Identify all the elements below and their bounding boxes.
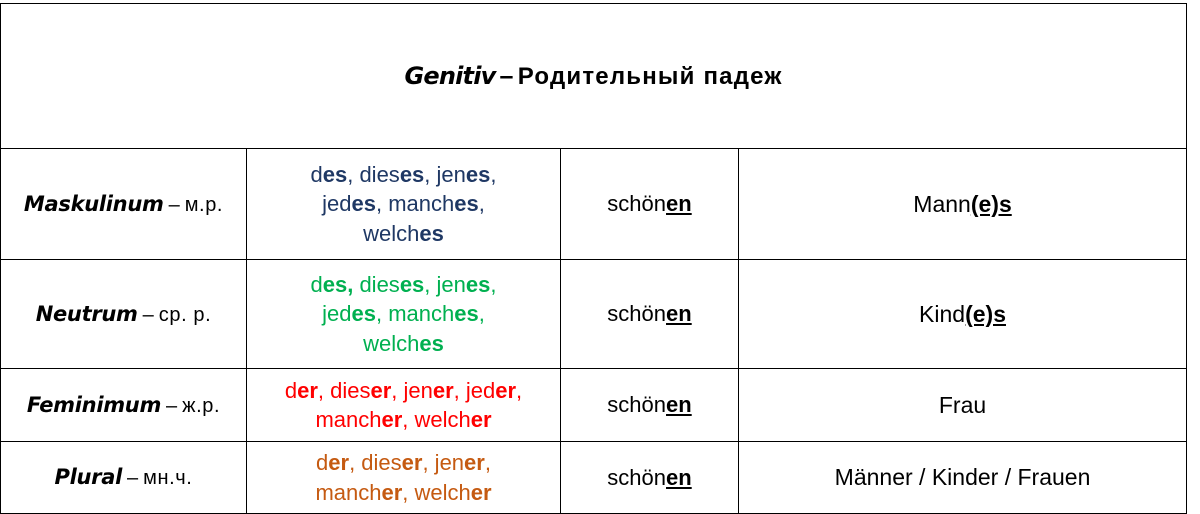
noun-stem: Mann (913, 190, 971, 217)
adjective-stem: schön (607, 464, 667, 490)
table-row: Feminimum – ж.р. der, dieser, jener, jeder… (0, 368, 1188, 442)
adjective-cell-femininum: schönen (560, 368, 739, 442)
adjective-ending: en (666, 464, 692, 490)
table-row: Maskulinum – м.р. des, dieses, jenes, jede… (0, 148, 1188, 260)
gender-dash: – (127, 467, 139, 489)
noun-cell-maskulinum: Mann(e)s (737, 148, 1188, 260)
page-title: Genitiv – Родительный падеж (1, 62, 1186, 91)
table-row: Plural – мн.ч. der, dieser, jener, mancher… (0, 441, 1188, 514)
gender-dash: – (168, 193, 180, 216)
articles-cell-femininum: der, dieser, jener, jeder, mancher, welc… (246, 368, 561, 442)
gender-name-de: Feminimum (26, 392, 162, 417)
adjective-cell-neutrum: schönen (560, 259, 739, 369)
gender-dash: – (166, 394, 178, 417)
adjective-cell-plural: schönen (560, 441, 739, 514)
articles-line: welches (363, 330, 444, 356)
articles-line: welches (363, 220, 444, 246)
adjective-ending: en (666, 191, 692, 216)
title-dash: – (499, 61, 514, 90)
gender-name-ru: мн.ч. (143, 467, 193, 489)
articles-line: der, dieser, jener, jeder, (284, 377, 523, 403)
gender-label-cell-femininum: Feminimum – ж.р. (0, 368, 247, 442)
title-russian: Родительный падеж (517, 62, 783, 90)
table-title-cell: Genitiv – Родительный падеж (0, 3, 1188, 149)
adjective-ending: en (666, 301, 692, 326)
adjective-stem: schön (607, 301, 667, 326)
gender-name-de: Maskulinum (23, 191, 164, 216)
noun-cell-femininum: Frau (737, 368, 1188, 442)
gender-name-ru: ср. р. (158, 303, 212, 326)
articles-cell-plural: der, dieser, jener, mancher, welcher (246, 441, 561, 514)
articles-line: mancher, welcher (315, 407, 492, 432)
articles-line: mancher, welcher (315, 479, 492, 505)
articles-line: jedes, manches, (322, 191, 485, 217)
gender-label-cell-maskulinum: Maskulinum – м.р. (0, 148, 247, 260)
noun-stem: Männer / Kinder / Frauen (834, 464, 1091, 490)
articles-line: jedes, manches, (322, 301, 485, 327)
table-row: Neutrum – ср. р. des, dieses, jenes, jedes… (0, 259, 1188, 369)
gender-name-ru: ж.р. (182, 394, 221, 417)
noun-stem: Kind (919, 300, 966, 327)
gender-name-ru: м.р. (184, 193, 224, 216)
noun-cell-neutrum: Kind(e)s (737, 259, 1188, 369)
gender-name-de: Neutrum (35, 301, 138, 326)
gender-dash: – (142, 303, 154, 326)
articles-cell-neutrum: des, dieses, jenes, jedes, manches, welc… (246, 259, 561, 369)
noun-ending: (e)s (970, 190, 1012, 217)
gender-label-cell-neutrum: Neutrum – ср. р. (0, 259, 247, 369)
articles-cell-maskulinum: des, dieses, jenes, jedes, manches, welc… (246, 148, 561, 260)
articles-line: des, dieses, jenes, (310, 162, 497, 188)
title-german: Genitiv (404, 61, 496, 90)
gender-name-de: Plural (54, 465, 123, 489)
table-header-row: Genitiv – Родительный падеж (0, 3, 1188, 149)
adjective-ending: en (666, 392, 692, 417)
noun-stem: Frau (938, 391, 987, 418)
adjective-stem: schön (607, 392, 667, 417)
adjective-cell-maskulinum: schönen (560, 148, 739, 260)
genitive-case-table: Genitiv – Родительный падеж Maskulinum – м.р… (0, 3, 1188, 514)
noun-cell-plural: Männer / Kinder / Frauen (737, 441, 1188, 514)
adjective-stem: schön (607, 191, 667, 216)
gender-label-cell-plural: Plural – мн.ч. (0, 441, 247, 514)
noun-ending: (e)s (965, 300, 1006, 327)
articles-line: der, dieser, jener, (316, 450, 491, 476)
articles-line: des, dieses, jenes, (310, 272, 497, 298)
